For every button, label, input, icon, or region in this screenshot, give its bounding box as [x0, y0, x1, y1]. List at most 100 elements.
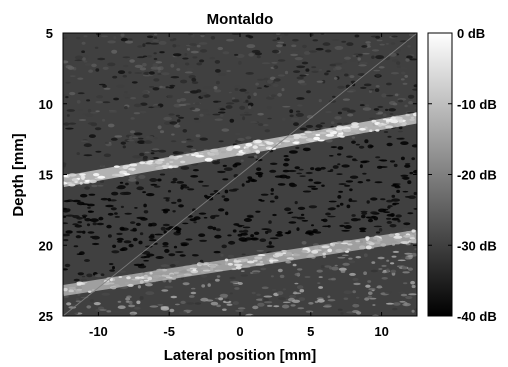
speckle-grain	[237, 137, 245, 142]
speckle-grain	[250, 121, 258, 124]
speckle-grain	[209, 56, 216, 60]
speckle-grain	[188, 295, 195, 298]
speckle-grain	[411, 309, 415, 313]
speckle-grain	[172, 53, 182, 57]
speckle-grain	[277, 268, 283, 273]
speckle-grain	[186, 67, 195, 72]
speckle-grain	[142, 62, 147, 67]
wall-speckle	[83, 182, 90, 184]
speckle-grain	[227, 254, 235, 258]
wall-speckle	[126, 276, 131, 280]
x-axis-ticks: -10 -5 0 5 10	[89, 33, 389, 339]
speckle-grain	[370, 197, 378, 201]
speckle-grain	[365, 284, 371, 288]
wall-speckle	[325, 129, 334, 133]
speckle-grain	[348, 58, 357, 63]
speckle-grain	[397, 130, 403, 133]
speckle-grain	[136, 300, 141, 305]
speckle-grain	[92, 222, 97, 226]
speckle-grain	[145, 193, 155, 197]
speckle-grain	[178, 116, 185, 119]
speckle-grain	[65, 214, 75, 217]
speckle-grain	[86, 305, 92, 309]
speckle-grain	[113, 36, 117, 40]
speckle-grain	[226, 303, 233, 306]
speckle-grain	[98, 83, 106, 86]
speckle-grain	[394, 185, 401, 189]
speckle-grain	[365, 104, 370, 107]
wall-speckle	[376, 237, 382, 242]
speckle-grain	[409, 58, 417, 61]
x-tick-label: -5	[163, 324, 175, 339]
wall-speckle	[156, 268, 164, 272]
speckle-grain	[148, 223, 152, 226]
wall-speckle	[258, 144, 266, 146]
wall-speckle	[252, 145, 258, 149]
speckle-grain	[277, 41, 285, 44]
wall-speckle	[117, 173, 125, 177]
speckle-grain	[301, 61, 309, 65]
speckle-grain	[272, 83, 279, 87]
speckle-grain	[285, 260, 292, 264]
speckle-grain	[107, 212, 114, 216]
speckle-grain	[372, 304, 376, 306]
wall-speckle	[350, 124, 360, 129]
speckle-grain	[90, 122, 98, 127]
wall-speckle	[235, 265, 242, 270]
speckle-grain	[259, 238, 267, 242]
speckle-grain	[366, 179, 371, 182]
speckle-grain	[132, 155, 142, 159]
speckle-grain	[124, 212, 132, 215]
wall-speckle	[195, 154, 204, 158]
speckle-grain	[341, 107, 350, 111]
speckle-grain	[66, 302, 72, 306]
speckle-grain	[125, 297, 131, 301]
speckle-grain	[370, 269, 378, 273]
speckle-grain	[322, 42, 331, 46]
colorbar-tick-label: -40 dB	[457, 309, 497, 324]
wall-speckle	[414, 112, 417, 116]
wall-speckle	[342, 240, 352, 243]
wall-speckle	[69, 292, 76, 294]
speckle-grain	[87, 210, 95, 213]
speckle-grain	[305, 231, 313, 235]
wall-speckle	[146, 160, 153, 165]
speckle-grain	[77, 184, 87, 188]
speckle-grain	[364, 297, 370, 301]
speckle-grain	[243, 111, 249, 114]
speckle-grain	[226, 70, 231, 72]
speckle-grain	[240, 232, 248, 236]
speckle-grain	[108, 263, 114, 265]
speckle-grain	[142, 94, 150, 99]
wall-speckle	[255, 150, 260, 154]
wall-speckle	[68, 286, 76, 290]
speckle-grain	[107, 234, 112, 238]
speckle-grain	[252, 271, 260, 275]
speckle-grain	[271, 49, 280, 54]
speckle-grain	[134, 72, 143, 74]
speckle-grain	[169, 121, 178, 125]
speckle-grain	[176, 119, 181, 123]
speckle-grain	[317, 298, 325, 303]
speckle-grain	[347, 113, 354, 117]
speckle-grain	[306, 90, 311, 94]
speckle-grain	[97, 184, 104, 187]
wall-speckle	[63, 288, 68, 290]
speckle-grain	[90, 235, 96, 239]
speckle-grain	[269, 237, 279, 240]
speckle-grain	[132, 237, 138, 242]
speckle-grain	[176, 151, 184, 154]
wall-speckle	[410, 239, 417, 244]
speckle-grain	[344, 73, 349, 77]
speckle-grain	[360, 210, 368, 213]
speckle-grain	[103, 153, 111, 158]
speckle-grain	[276, 231, 283, 235]
speckle-grain	[190, 50, 199, 54]
speckle-grain	[210, 36, 216, 40]
colorbar-tick-label: -20 dB	[457, 168, 497, 183]
speckle-grain	[367, 295, 372, 299]
speckle-grain	[66, 114, 70, 117]
speckle-grain	[143, 210, 149, 214]
wall-speckle	[155, 160, 163, 165]
speckle-grain	[396, 61, 401, 65]
